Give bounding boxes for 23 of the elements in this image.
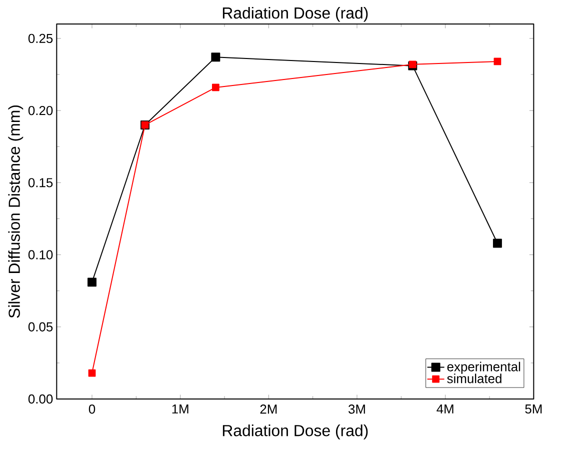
point xyxy=(212,84,220,92)
y-tick-label: 0.00 xyxy=(28,394,53,404)
point xyxy=(211,52,220,62)
x-tick-label: 3M xyxy=(348,404,365,414)
point xyxy=(88,369,96,377)
x2-axis-title: Radiation Dose (rad) xyxy=(222,6,368,22)
y-axis-title: Silver Diffusion Distance (mm) xyxy=(8,106,24,318)
y-tick-label: 0.05 xyxy=(28,322,53,332)
x-tick-label: 2M xyxy=(260,404,277,414)
legend-label: experimental xyxy=(447,362,520,374)
point xyxy=(492,238,502,248)
x-tick-label: 5M xyxy=(525,404,542,414)
y-tick-label: 0.25 xyxy=(28,34,53,44)
x-tick-label: 1M xyxy=(172,404,188,414)
y-tick-label: 0.20 xyxy=(28,106,53,116)
point xyxy=(494,58,502,66)
point xyxy=(88,278,96,287)
x-tick-label: 4M xyxy=(436,404,454,414)
x-axis-title: Radiation Dose (rad) xyxy=(222,424,368,440)
x-tick-label: 0 xyxy=(88,404,96,414)
y-tick-label: 0.10 xyxy=(28,250,53,260)
y-tick-label: 0.15 xyxy=(28,178,53,188)
legend-label: simulated xyxy=(447,374,502,384)
